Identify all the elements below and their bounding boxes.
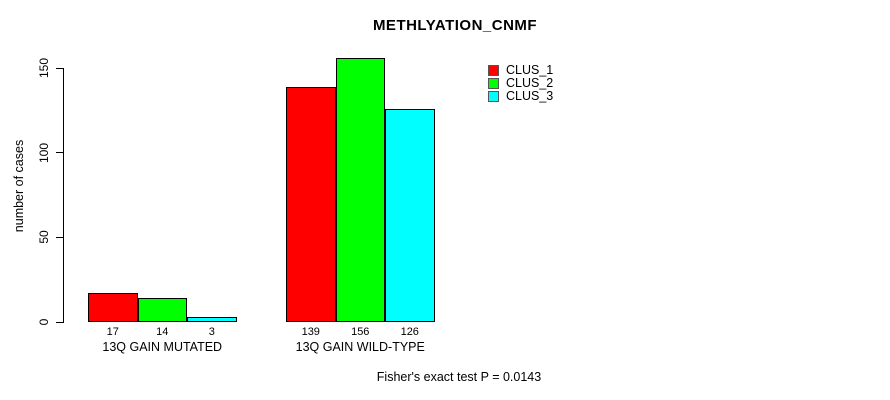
- bar-clus_3-2: [385, 109, 435, 322]
- legend-label: CLUS_3: [506, 89, 554, 103]
- bar-value-label: 17: [106, 326, 119, 338]
- category-label: 13Q GAIN WILD-TYPE: [295, 340, 425, 354]
- legend-item-clus_3: CLUS_3: [488, 90, 553, 103]
- bar-value-label: 156: [351, 326, 370, 338]
- bar-value-label: 3: [208, 326, 215, 338]
- bar-value-label: 14: [156, 326, 169, 338]
- legend-item-clus_1: CLUS_1: [488, 64, 553, 77]
- y-tick-mark: [56, 152, 63, 154]
- y-tick-mark: [56, 67, 63, 69]
- y-tick-label: 50: [37, 230, 51, 245]
- legend-swatch-clus_1: [488, 65, 499, 76]
- y-axis-line: [63, 68, 64, 323]
- y-tick-mark: [56, 321, 63, 323]
- category-label: 13Q GAIN MUTATED: [102, 340, 223, 354]
- y-tick-label: 100: [37, 142, 51, 163]
- legend-swatch-clus_2: [488, 78, 499, 89]
- y-axis-title: number of cases: [12, 139, 26, 233]
- bar-clus_1-2: [286, 87, 336, 322]
- bar-clus_2-2: [335, 58, 385, 322]
- legend-label: CLUS_1: [506, 63, 554, 77]
- bar-value-label: 139: [301, 326, 320, 338]
- bar-value-label: 126: [400, 326, 419, 338]
- legend-item-clus_2: CLUS_2: [488, 77, 553, 90]
- statistical-test-note: Fisher's exact test P = 0.0143: [376, 370, 542, 384]
- legend: CLUS_1 CLUS_2 CLUS_3: [488, 64, 553, 103]
- bar-clus_1-1: [88, 293, 138, 322]
- y-tick-label: 0: [37, 318, 51, 326]
- legend-swatch-clus_3: [488, 91, 499, 102]
- y-tick-label: 150: [37, 57, 51, 79]
- legend-label: CLUS_2: [506, 76, 554, 90]
- bar-clus_3-1: [187, 317, 237, 322]
- y-tick-mark: [56, 236, 63, 238]
- bar-clus_2-1: [137, 298, 187, 322]
- chart-title: METHLYATION_CNMF: [372, 17, 538, 34]
